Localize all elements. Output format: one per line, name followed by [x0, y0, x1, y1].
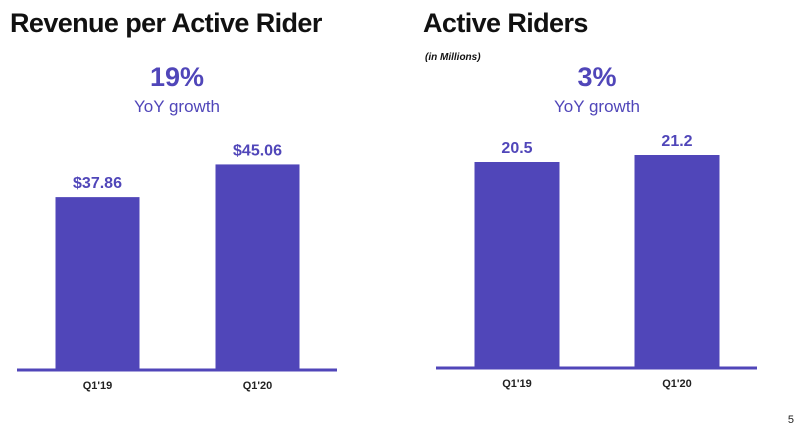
chart-2-value-label-1: 20.5 [501, 140, 532, 157]
chart-2-subtitle: (in Millions) [425, 52, 481, 63]
chart-2-category-label-1: Q1'19 [502, 378, 532, 390]
chart-1-value-label-1: $37.86 [73, 175, 122, 192]
chart-2-category-label-2: Q1'20 [662, 378, 692, 390]
chart-1-growth-value: 19% [149, 62, 205, 92]
chart-1-category-label-2: Q1'20 [243, 380, 273, 392]
chart-1-growth-label: YoY growth [133, 97, 220, 116]
chart-1-plot: $37.86 Q1'19 $45.06 Q1'20 [17, 142, 337, 392]
chart-1-title: Revenue per Active Rider [10, 8, 322, 38]
chart-2-title: Active Riders [423, 8, 588, 38]
chart-1-bar-2 [215, 164, 300, 369]
chart-2-growth-label: YoY growth [553, 97, 640, 116]
chart-2-bar-1 [474, 162, 560, 367]
chart-1-value-label-2: $45.06 [233, 142, 282, 159]
chart-2-value-label-2: 21.2 [661, 133, 692, 150]
chart-2-growth-value: 3% [577, 62, 617, 92]
chart-2-bar-2 [634, 155, 720, 367]
chart-1-bar-1 [55, 197, 140, 369]
chart-1-category-label-1: Q1'19 [83, 380, 113, 392]
page-number: 5 [787, 414, 794, 426]
